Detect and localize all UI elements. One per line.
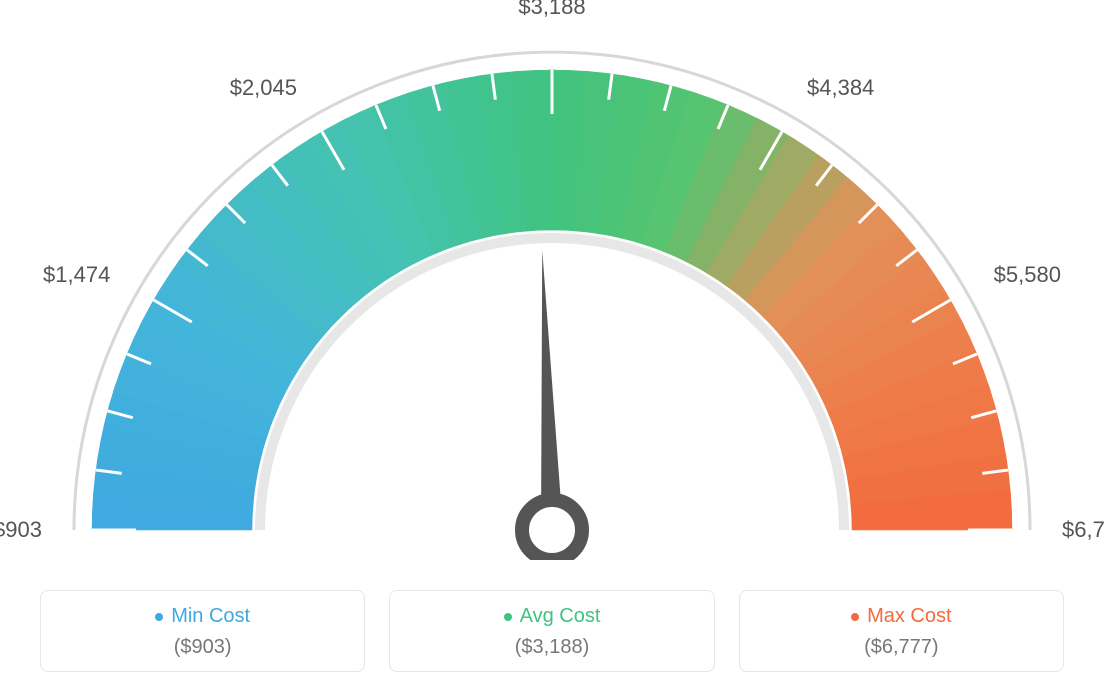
gauge-tick-label: $3,188 [518,0,585,20]
legend-min-value: ($903) [51,636,354,659]
legend-avg-title: Avg Cost [504,605,601,628]
legend-avg-card: Avg Cost ($3,188) [389,590,714,672]
legend-min-card: Min Cost ($903) [40,590,365,672]
gauge-tick-label: $903 [0,517,42,543]
legend-max-value: ($6,777) [750,636,1053,659]
legend-avg-value: ($3,188) [400,636,703,659]
legend-min-label: Min Cost [171,605,250,628]
gauge-tick-label: $2,045 [230,75,297,101]
gauge-tick-label: $4,384 [807,75,874,101]
gauge-tick-label: $5,580 [994,262,1061,288]
legend-min-title: Min Cost [155,605,250,628]
gauge-chart-container: $903 $1,474 $2,045 $3,188 $4,384 $5,580 $6,777… [0,0,1104,690]
legend-max-card: Max Cost ($6,777) [739,590,1064,672]
gauge-tick-label: $6,777 [1062,517,1104,543]
legend-max-dot [851,613,859,621]
legend-max-title: Max Cost [851,605,951,628]
gauge-tick-label: $1,474 [43,262,110,288]
gauge: $903 $1,474 $2,045 $3,188 $4,384 $5,580 $6,777 [0,0,1104,560]
legend-max-label: Max Cost [867,605,951,628]
legend-min-dot [155,613,163,621]
legend-avg-dot [504,613,512,621]
legend-avg-label: Avg Cost [520,605,601,628]
legend-row: Min Cost ($903) Avg Cost ($3,188) Max Co… [40,590,1064,672]
